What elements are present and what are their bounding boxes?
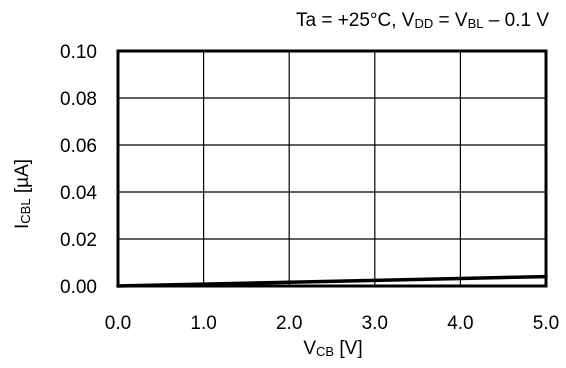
series-line	[116, 274, 548, 288]
x-tick-label: 0.0	[105, 313, 131, 334]
grid	[117, 50, 547, 287]
x-tick-label: 4.0	[447, 313, 473, 334]
y-tick-label: 0.02	[60, 230, 97, 251]
y-tick-label: 0.08	[60, 89, 97, 110]
x-tick-label: 3.0	[362, 313, 388, 334]
y-axis-label: ICBL [µA]	[12, 159, 33, 229]
y-tick-label: 0.10	[60, 42, 97, 63]
chart-title: Ta = +25°C, VDD = VBL – 0.1 V	[296, 10, 549, 31]
x-axis-label: VCB [V]	[303, 338, 362, 359]
y-tick-label: 0.06	[60, 136, 97, 157]
x-tick-label: 5.0	[533, 313, 559, 334]
x-tick-label: 1.0	[190, 313, 216, 334]
y-tick-label: 0.04	[60, 183, 97, 204]
x-tick-label: 2.0	[276, 313, 302, 334]
tick-labels: 0.0 1.0 2.0 3.0 4.0 5.0 0.00 0.02 0.04 0.06 0.08 0.…	[60, 42, 559, 334]
y-tick-label: 0.00	[60, 277, 97, 298]
series-layer	[116, 274, 548, 288]
plot-frame	[116, 49, 548, 288]
